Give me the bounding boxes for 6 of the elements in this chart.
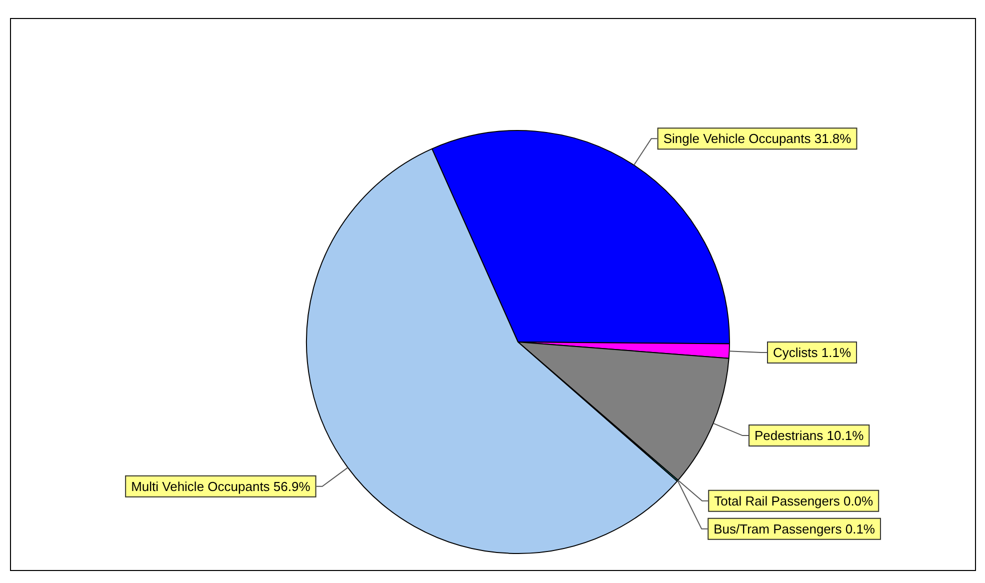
slice-label: Pedestrians 10.1% <box>754 428 864 444</box>
category-label: Total Rail Passengers 0.0% <box>714 494 874 509</box>
slice-label: Single Vehicle Occupants 31.8% <box>663 131 852 146</box>
slice-label: Multi Vehicle Occupants 56.9% <box>131 478 311 494</box>
slice-label: Cyclists 1.1% <box>773 345 852 360</box>
slice-label: Bus/Tram Passengers 0.1% <box>714 522 876 537</box>
